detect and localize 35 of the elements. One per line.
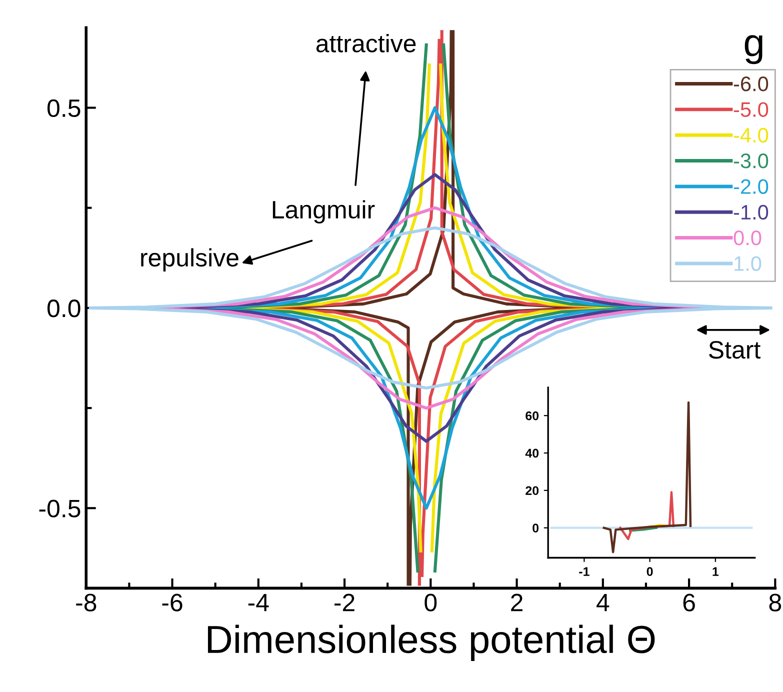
x-tick-label: 0 <box>646 567 653 576</box>
annotation: Langmuir <box>272 200 375 224</box>
legend-label: -5.0 <box>734 102 768 117</box>
line-series <box>619 491 675 540</box>
annotation: attractive <box>316 34 416 52</box>
x-tick-label: 4 <box>596 594 610 612</box>
x-tick-label: -8 <box>76 594 96 612</box>
annotation: repulsive <box>141 248 238 272</box>
y-tick-label: 60 <box>526 411 539 420</box>
y-tick-label: 0 <box>532 524 539 532</box>
legend-label: -4.0 <box>734 128 768 143</box>
annotation: Start <box>709 340 760 359</box>
legend-label: -6.0 <box>734 76 768 92</box>
x-tick-label: 0 <box>424 594 437 612</box>
x-tick-label: 2 <box>511 594 522 612</box>
x-tick-label: -4 <box>248 594 269 612</box>
legend-label: -1.0 <box>734 204 768 220</box>
y-tick-label: 20 <box>526 486 539 496</box>
legend-label: 1.0 <box>734 256 762 271</box>
legend-label: -2.0 <box>734 179 768 194</box>
x-tick-label: -6 <box>162 594 182 612</box>
line-series <box>602 401 692 554</box>
x-tick-label: 6 <box>683 594 695 612</box>
legend-label: 0.0 <box>734 230 762 246</box>
legend-title: g <box>744 35 762 64</box>
x-tick-label: -1 <box>579 567 590 576</box>
x-tick-label: 8 <box>769 594 782 612</box>
x-tick-label: 1 <box>712 567 719 576</box>
x-axis-title: Dimensionless potential Θ <box>208 624 655 661</box>
y-tick-label: 0.5 <box>47 99 80 118</box>
x-tick-label: -2 <box>334 594 354 612</box>
y-tick-label: 40 <box>525 448 539 458</box>
legend-label: -3.0 <box>734 154 768 168</box>
y-tick-label: -0.5 <box>39 500 80 518</box>
y-tick-label: 0.0 <box>47 300 80 318</box>
